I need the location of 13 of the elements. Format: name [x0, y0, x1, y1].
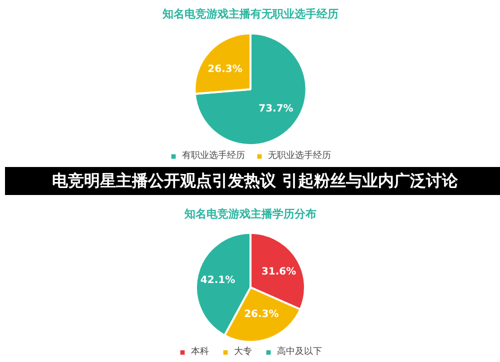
legend-label: 无职业选手经历 — [268, 150, 331, 162]
chart-title: 知名电竞游戏主播有无职业选手经历 — [162, 8, 338, 20]
legend-label: 大专 — [234, 346, 253, 358]
legend-label: 高中及以下 — [277, 346, 322, 358]
legend-label: 有职业选手经历 — [182, 150, 245, 162]
data-label: 42.1% — [200, 274, 236, 286]
text: 电竞明星主播公开观点引发热议 引起粉丝与业内广泛讨论 — [52, 170, 458, 192]
chart-title: 知名电竞游戏主播学历分布 — [184, 208, 316, 220]
data-label: 26.3% — [208, 64, 242, 75]
legend-label: 本科 — [191, 346, 210, 358]
data-label: 31.6% — [261, 266, 296, 278]
data-label: 73.7% — [258, 104, 294, 115]
data-label: 26.3% — [244, 308, 279, 320]
